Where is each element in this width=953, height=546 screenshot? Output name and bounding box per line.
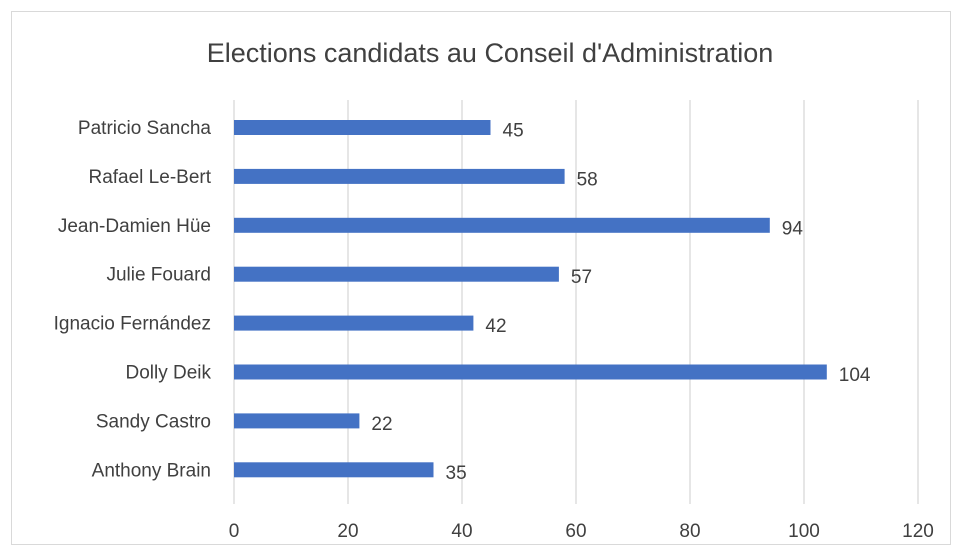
bar [234,462,434,478]
bars [234,120,827,478]
gridlines [233,100,919,504]
chart: Elections candidats au Conseil d'Adminis… [54,38,934,542]
data-label: 22 [371,414,392,435]
category-labels: Patricio Sancha Rafael Le-Bert Jean-Damien… [54,118,212,481]
data-label: 94 [782,218,804,239]
bar [234,413,360,429]
data-label: 57 [571,267,592,288]
data-labels: 45 58 94 57 42 104 22 35 [371,121,871,484]
category-label: Sandy Castro [96,411,211,432]
category-label: Patricio Sancha [78,118,212,139]
x-tick-label: 40 [451,521,472,542]
category-label: Jean-Damien Hüe [58,216,211,237]
category-label: Rafael Le-Bert [88,167,211,188]
x-tick-label: 80 [679,521,700,542]
chart-frame: Elections candidats au Conseil d'Adminis… [11,11,951,545]
category-label: Ignacio Fernández [54,314,211,335]
category-label: Anthony Brain [92,460,211,481]
x-tick-label: 20 [337,521,358,542]
x-tick-label: 60 [565,521,586,542]
bar [234,364,827,380]
category-label: Julie Fouard [106,265,211,286]
data-label: 58 [577,169,598,190]
data-label: 42 [485,316,506,337]
bar [234,217,770,233]
x-tick-label: 120 [902,521,934,542]
x-tick-label: 0 [229,521,240,542]
bar [234,120,491,135]
data-label: 104 [839,365,871,386]
x-axis-tick-labels: 0 20 40 60 80 100 120 [229,521,934,542]
x-tick-label: 100 [788,521,820,542]
bar [234,266,559,282]
data-label: 45 [503,121,524,142]
bar [234,315,474,331]
category-label: Dolly Deik [125,363,211,384]
data-label: 35 [446,463,467,484]
bar [234,168,565,184]
chart-title: Elections candidats au Conseil d'Adminis… [207,38,773,68]
